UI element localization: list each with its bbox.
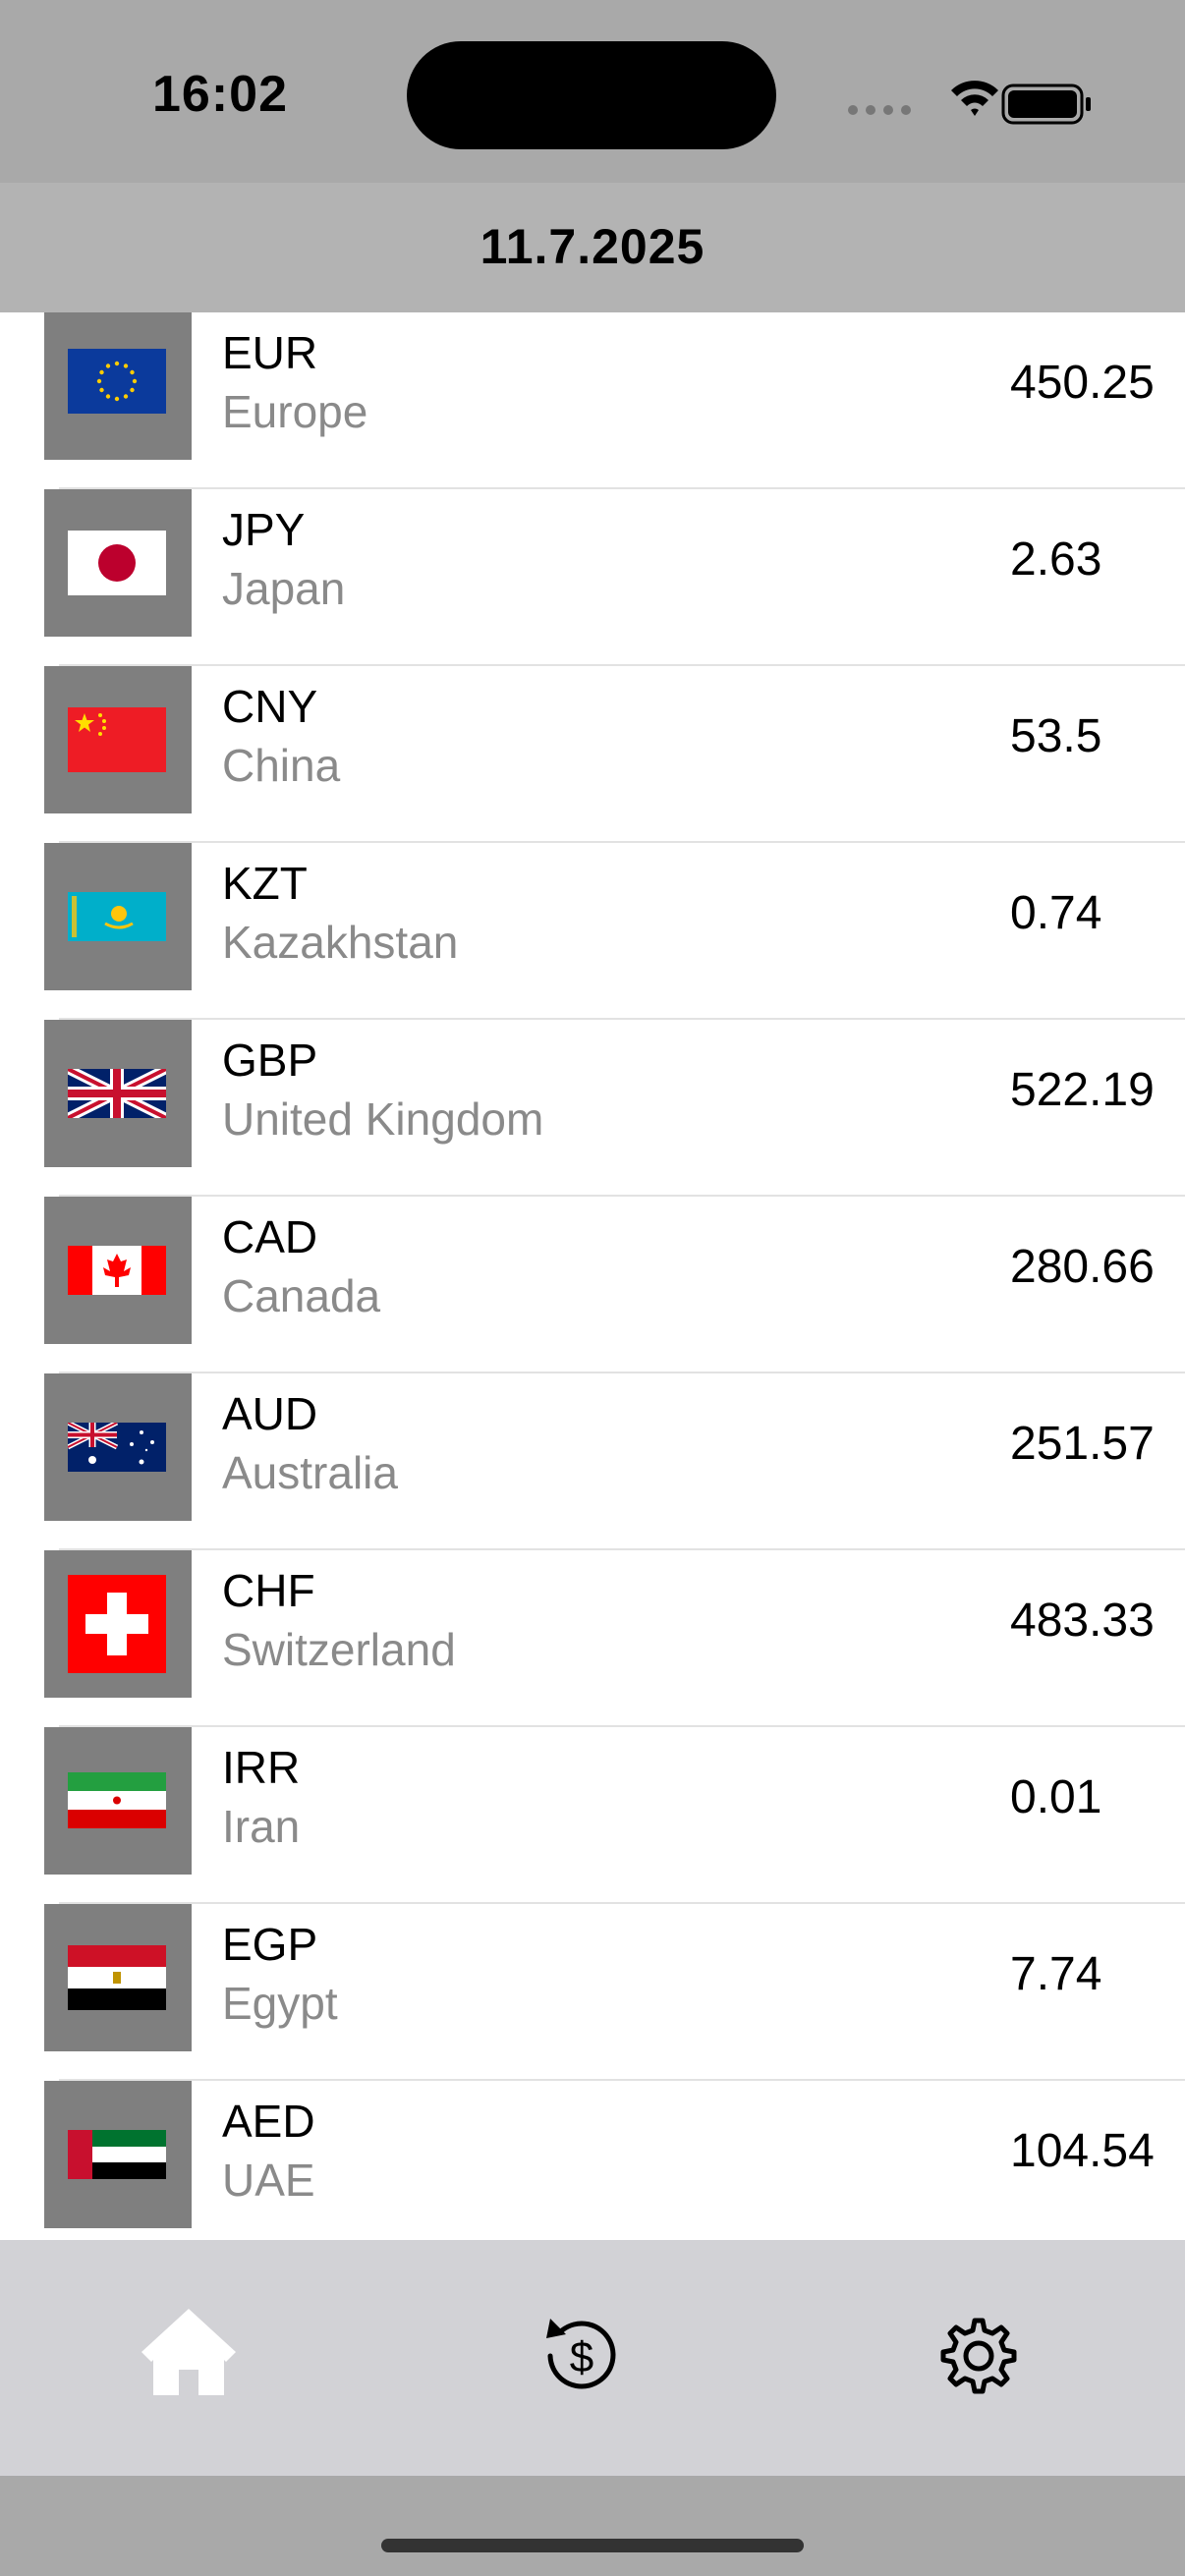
- exchange-rate: 0.01: [1010, 1771, 1102, 1823]
- flag-container: [44, 1550, 192, 1698]
- flag-container: [44, 1727, 192, 1875]
- egypt-flag-icon: [68, 1945, 166, 2010]
- flag-container: [44, 2081, 192, 2228]
- country-name: Australia: [222, 1447, 398, 1498]
- home-icon: [141, 2309, 236, 2395]
- exchange-rate: 450.25: [1010, 357, 1155, 409]
- exchange-rate: 280.66: [1010, 1241, 1155, 1293]
- currency-code: JPY: [222, 504, 306, 555]
- country-name: Switzerland: [222, 1624, 456, 1675]
- currency-code: GBP: [222, 1035, 318, 1086]
- currency-code: AUD: [222, 1388, 318, 1439]
- japan-flag-icon: [68, 531, 166, 595]
- wifi-icon: [951, 81, 998, 116]
- svg-text:$: $: [570, 2333, 593, 2381]
- row-separator: [59, 664, 1185, 666]
- list-item[interactable]: AUD Australia 251.57: [0, 1373, 1185, 1550]
- country-name: Iran: [222, 1801, 301, 1852]
- currency-code: CNY: [222, 681, 318, 732]
- currency-code: CHF: [222, 1565, 315, 1616]
- row-separator: [59, 1372, 1185, 1373]
- battery-icon: [1001, 84, 1091, 125]
- flag-container: [44, 312, 192, 460]
- home-indicator-area: [0, 2476, 1185, 2576]
- flag-container: [44, 843, 192, 990]
- country-name: Japan: [222, 563, 346, 614]
- eu-flag-icon: [68, 349, 166, 414]
- currency-list[interactable]: EUR Europe 450.25 JPY Japan 2.63 CNY Chi…: [0, 312, 1185, 2240]
- list-item[interactable]: KZT Kazakhstan 0.74: [0, 843, 1185, 1020]
- gear-icon: [940, 2318, 1017, 2394]
- exchange-rate: 522.19: [1010, 1064, 1155, 1116]
- country-name: China: [222, 740, 341, 791]
- flag-container: [44, 666, 192, 813]
- currency-code: AED: [222, 2096, 315, 2147]
- country-name: United Kingdom: [222, 1093, 544, 1145]
- list-item[interactable]: EUR Europe 450.25: [0, 312, 1185, 489]
- exchange-rate: 104.54: [1010, 2125, 1155, 2177]
- iran-flag-icon: [68, 1772, 166, 1828]
- flag-container: [44, 1197, 192, 1344]
- row-separator: [59, 1725, 1185, 1727]
- china-flag-icon: [68, 707, 166, 772]
- tab-bar: $: [0, 2240, 1185, 2476]
- country-name: Egypt: [222, 1978, 338, 2029]
- row-separator: [59, 841, 1185, 843]
- list-item[interactable]: EGP Egypt 7.74: [0, 1904, 1185, 2081]
- status-icons: [845, 69, 1100, 128]
- kazakhstan-flag-icon: [68, 892, 166, 941]
- currency-code: CAD: [222, 1211, 318, 1262]
- flag-container: [44, 489, 192, 637]
- canada-flag-icon: [68, 1246, 166, 1295]
- row-separator: [59, 487, 1185, 489]
- currency-code: EGP: [222, 1919, 318, 1970]
- tab-home[interactable]: [130, 2297, 248, 2415]
- exchange-rate: 0.74: [1010, 887, 1102, 939]
- flag-container: [44, 1904, 192, 2051]
- country-name: Europe: [222, 386, 368, 437]
- list-item[interactable]: IRR Iran 0.01: [0, 1727, 1185, 1904]
- exchange-rate: 2.63: [1010, 533, 1102, 586]
- exchange-rate: 483.33: [1010, 1595, 1155, 1647]
- flag-container: [44, 1020, 192, 1167]
- uae-flag-icon: [68, 2130, 166, 2179]
- row-separator: [59, 1902, 1185, 1904]
- dynamic-island: [407, 41, 776, 149]
- currency-code: IRR: [222, 1742, 301, 1793]
- switzerland-flag-icon: [68, 1575, 166, 1673]
- uk-flag-icon: [68, 1069, 166, 1118]
- flag-container: [44, 1373, 192, 1521]
- cellular-signal-icon: [848, 105, 911, 115]
- row-separator: [59, 1548, 1185, 1550]
- row-separator: [59, 2079, 1185, 2081]
- list-item[interactable]: GBP United Kingdom 522.19: [0, 1020, 1185, 1197]
- list-item[interactable]: CHF Switzerland 483.33: [0, 1550, 1185, 1727]
- australia-flag-icon: [68, 1423, 166, 1472]
- exchange-rate: 251.57: [1010, 1418, 1155, 1470]
- nav-header: [0, 183, 1185, 312]
- currency-code: EUR: [222, 327, 318, 378]
- list-item[interactable]: AED UAE 104.54: [0, 2081, 1185, 2240]
- country-name: Canada: [222, 1270, 381, 1321]
- date-title: 11.7.2025: [480, 219, 705, 274]
- status-time: 16:02: [152, 66, 288, 123]
- currency-code: KZT: [222, 858, 308, 909]
- country-name: UAE: [222, 2155, 315, 2206]
- list-item[interactable]: CAD Canada 280.66: [0, 1197, 1185, 1373]
- list-item[interactable]: CNY China 53.5: [0, 666, 1185, 843]
- country-name: Kazakhstan: [222, 917, 459, 968]
- list-item[interactable]: JPY Japan 2.63: [0, 489, 1185, 666]
- exchange-rate: 7.74: [1010, 1948, 1102, 2000]
- exchange-rate: 53.5: [1010, 710, 1102, 762]
- row-separator: [59, 1195, 1185, 1197]
- tab-exchange[interactable]: $: [523, 2297, 641, 2415]
- row-separator: [59, 1018, 1185, 1020]
- home-indicator[interactable]: [381, 2539, 804, 2552]
- tab-settings[interactable]: [920, 2297, 1038, 2415]
- currency-exchange-icon: $: [546, 2319, 616, 2389]
